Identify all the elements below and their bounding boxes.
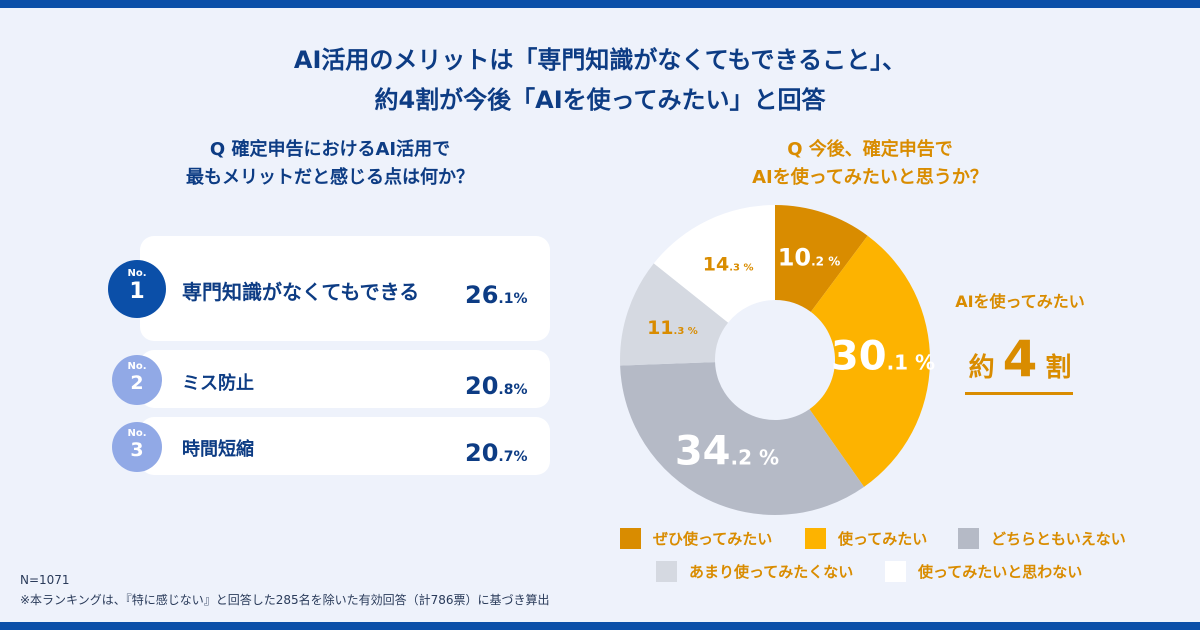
ranking-label-3: 時間短縮 — [182, 439, 254, 460]
legend-item-5: 使ってみたいと思わない — [885, 561, 1082, 582]
page-title: AI活用のメリットは「専門知識がなくてもできること」、 約4割が今後「AIを使っ… — [0, 40, 1200, 120]
footnote: ※本ランキングは、『特に感じない』と回答した285名を除いた有効回答（計786票… — [20, 593, 550, 607]
rank-badge-2: No. 2 — [112, 355, 162, 405]
sample-size: N=1071 — [20, 573, 70, 587]
legend-item-4: あまり使ってみたくない — [656, 561, 853, 582]
legend-swatch — [656, 561, 677, 582]
legend-item-1: ぜひ使ってみたい — [620, 528, 772, 549]
legend-item-2: 使ってみたい — [805, 528, 927, 549]
question-line: AIを使ってみたいと思うか？ — [752, 167, 988, 188]
question-line: 最もメリットだと感じる点は何か？ — [186, 167, 474, 188]
ranking-label-2: ミス防止 — [182, 373, 254, 394]
legend-swatch — [958, 528, 979, 549]
question-line: Q 確定申告におけるAI活用で — [209, 139, 451, 160]
ranking-card-1 — [140, 236, 550, 341]
ranking-card-3 — [140, 417, 550, 475]
donut-segment-2 — [809, 235, 930, 487]
ranking-label-1: 専門知識がなくてもできる — [182, 280, 420, 304]
data-label-4: 11.3 % — [647, 317, 698, 339]
left-question: Q 確定申告におけるAI活用で 最もメリットだと感じる点は何か？ — [150, 136, 510, 192]
donut-segment-5 — [653, 205, 775, 323]
data-label-1: 10.2 % — [778, 243, 841, 271]
callout-label: AIを使ってみたい — [955, 292, 1085, 311]
chart-question: Q 今後、確定申告で AIを使ってみたいと思うか？ — [700, 136, 1040, 192]
legend-swatch — [805, 528, 826, 549]
data-label-3: 34.2 % — [675, 429, 779, 475]
title-line-1: AI活用のメリットは「専門知識がなくてもできること」、 — [293, 46, 907, 74]
bottom-bar — [0, 622, 1200, 630]
top-bar — [0, 0, 1200, 8]
rank-badge-1: No. 1 — [108, 260, 166, 318]
question-line: Q 今後、確定申告で — [787, 139, 953, 160]
rank-badge-3: No. 3 — [112, 422, 162, 472]
ranking-value-2: 20.8% — [465, 372, 528, 400]
legend-swatch — [885, 561, 906, 582]
donut-segment-1 — [775, 205, 868, 312]
ranking-value-3: 20.7% — [465, 439, 528, 467]
legend-item-3: どちらともいえない — [958, 528, 1126, 549]
data-label-5: 14.3 % — [703, 254, 754, 276]
title-line-2: 約4割が今後「AIを使ってみたい」と回答 — [374, 86, 826, 114]
data-label-2: 30.1 % — [831, 334, 935, 380]
legend-swatch — [620, 528, 641, 549]
ranking-value-1: 26.1% — [465, 281, 528, 309]
callout-underline — [965, 392, 1073, 395]
donut-segment-3 — [620, 362, 865, 515]
donut-segment-4 — [620, 263, 729, 366]
ranking-card-2 — [140, 350, 550, 408]
